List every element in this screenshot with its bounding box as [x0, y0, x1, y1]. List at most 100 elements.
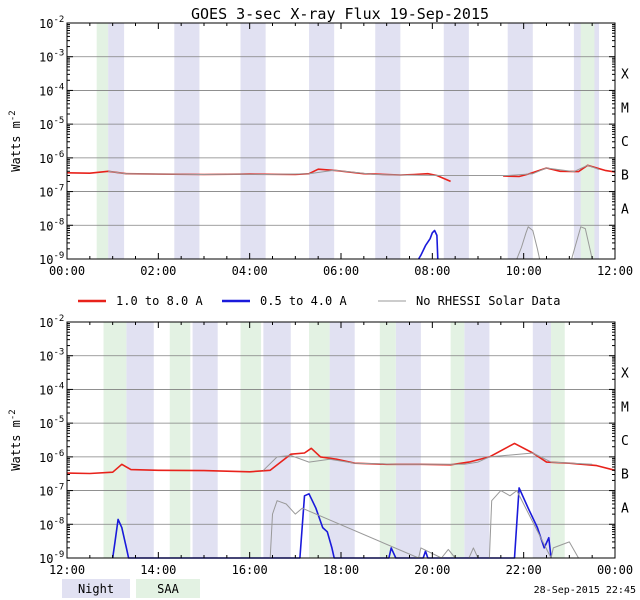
top-x-tick-label-0: 00:00 — [49, 264, 85, 278]
top-night-band-2 — [240, 23, 266, 259]
top-y-tick-exp-6: -8 — [53, 217, 64, 227]
top-panel-gridlines — [67, 56, 615, 226]
top-panel-y-axis-label: Watts m-2 — [8, 110, 23, 171]
bottom-y-tick-label-7: 10-9 — [39, 550, 64, 566]
top-y-tick-label-2: 10-4 — [39, 82, 64, 98]
bottom-x-tick-label-3: 18:00 — [323, 563, 359, 577]
bottom-series-line-0 — [66, 442, 616, 475]
bottom-y-tick-base-1: 10 — [39, 350, 53, 364]
top-y-tick-exp-1: -3 — [53, 49, 64, 59]
top-y-tick-label-6: 10-8 — [39, 217, 64, 233]
bottom-saa-band-2 — [240, 322, 262, 558]
top-panel: 10-210-310-410-510-610-710-810-9 00:00 02… — [8, 15, 633, 278]
top-y-tick-base-0: 10 — [39, 17, 53, 31]
top-y-tick-label-7: 10-9 — [39, 251, 64, 267]
bottom-panel-y-tick-labels: 10-210-310-410-510-610-710-810-9 — [39, 314, 64, 566]
bottom-y-tick-base-2: 10 — [39, 383, 53, 397]
bottom-y-tick-exp-2: -4 — [53, 381, 64, 391]
bottom-saa-band-0 — [103, 322, 127, 558]
bottom-y-tick-exp-0: -2 — [53, 314, 64, 324]
bottom-y-tick-label-4: 10-6 — [39, 449, 64, 465]
top-night-band-4 — [375, 23, 401, 259]
top-x-tick-label-6: 12:00 — [597, 264, 633, 278]
top-night-band-5 — [443, 23, 469, 259]
bottom-night-band-4 — [395, 322, 421, 558]
top-night-band-0 — [108, 23, 125, 259]
bottom-saa-band-1 — [169, 322, 191, 558]
top-panel-ticks — [66, 23, 616, 260]
top-y-label-exponent: -2 — [8, 110, 18, 121]
top-night-band-1 — [174, 23, 200, 259]
top-y-tick-label-0: 10-2 — [39, 15, 64, 31]
top-series-line-2 — [108, 164, 600, 176]
bottom-y-tick-base-3: 10 — [39, 417, 53, 431]
band-legend: Night SAA — [62, 579, 200, 598]
top-saa-band-1 — [580, 23, 595, 259]
top-series-line-3 — [417, 229, 439, 260]
top-y-tick-exp-0: -2 — [53, 15, 64, 25]
bottom-series-line-1 — [263, 452, 593, 471]
bottom-x-tick-label-1: 14:00 — [140, 563, 176, 577]
bottom-night-band-2 — [263, 322, 291, 558]
generation-timestamp: 28-Sep-2015 22:45 — [534, 585, 636, 596]
bottom-saa-band-4 — [379, 322, 396, 558]
bottom-y-tick-exp-5: -7 — [53, 483, 64, 493]
bottom-y-label-text: Watts m — [9, 420, 23, 471]
top-y-tick-exp-2: -4 — [53, 82, 64, 92]
bottom-flare-class-C: C — [621, 434, 629, 449]
top-panel-flare-class-labels: X M C B A — [621, 68, 629, 218]
top-flare-class-A: A — [621, 202, 629, 217]
top-y-tick-base-2: 10 — [39, 84, 53, 98]
top-flare-class-C: C — [621, 135, 629, 150]
top-panel-x-tick-labels: 00:00 02:00 04:00 06:00 08:00 10:00 12:00 — [49, 264, 633, 278]
top-flare-class-B: B — [621, 169, 629, 184]
bottom-y-tick-base-7: 10 — [39, 552, 53, 566]
bottom-y-tick-base-5: 10 — [39, 485, 53, 499]
top-flare-class-M: M — [621, 101, 629, 116]
top-y-label-text: Watts m — [9, 121, 23, 172]
bottom-panel-flare-class-labels: X M C B A — [621, 367, 629, 517]
top-x-tick-label-3: 06:00 — [323, 264, 359, 278]
bottom-flare-class-A: A — [621, 501, 629, 516]
bottom-y-tick-label-6: 10-8 — [39, 516, 64, 532]
top-y-tick-base-3: 10 — [39, 118, 53, 132]
bottom-saa-band-6 — [551, 322, 565, 558]
top-y-tick-exp-7: -9 — [53, 251, 64, 261]
bottom-y-tick-base-0: 10 — [39, 316, 53, 330]
bottom-y-tick-label-3: 10-5 — [39, 415, 64, 431]
bottom-flare-class-B: B — [621, 468, 629, 483]
bottom-panel-gridlines — [67, 355, 615, 525]
top-y-tick-base-7: 10 — [39, 253, 53, 267]
top-series-line-1 — [503, 164, 616, 178]
bottom-x-tick-label-5: 22:00 — [506, 563, 542, 577]
top-y-tick-base-5: 10 — [39, 186, 53, 200]
top-y-tick-base-6: 10 — [39, 219, 53, 233]
bottom-y-tick-base-6: 10 — [39, 518, 53, 532]
chart-title: GOES 3-sec X-ray Flux 19-Sep-2015 — [191, 5, 489, 23]
top-y-tick-label-1: 10-3 — [39, 49, 64, 65]
saa-legend-swatch — [136, 579, 200, 598]
bottom-y-tick-exp-3: -5 — [53, 415, 64, 425]
saa-legend-label: SAA — [157, 582, 179, 596]
bottom-y-tick-label-2: 10-4 — [39, 381, 64, 397]
top-y-tick-exp-5: -7 — [53, 184, 64, 194]
top-x-tick-label-4: 08:00 — [414, 264, 450, 278]
bottom-y-tick-exp-7: -9 — [53, 550, 64, 560]
bottom-night-band-1 — [192, 322, 218, 558]
bottom-y-tick-base-4: 10 — [39, 451, 53, 465]
legend-label-long-channel: 1.0 to 8.0 A — [116, 294, 203, 308]
bottom-y-tick-exp-1: -3 — [53, 348, 64, 358]
bottom-panel: 10-210-310-410-510-610-710-810-9 12:00 14… — [8, 314, 633, 577]
night-legend-swatch — [62, 579, 130, 598]
top-y-tick-exp-3: -5 — [53, 116, 64, 126]
top-y-tick-label-3: 10-5 — [39, 116, 64, 132]
bottom-x-tick-label-6: 00:00 — [597, 563, 633, 577]
legend-label-short-channel: 0.5 to 4.0 A — [260, 294, 347, 308]
top-panel-bands — [96, 23, 600, 259]
series-legend: 1.0 to 8.0 A 0.5 to 4.0 A No RHESSI Sola… — [78, 294, 561, 308]
bottom-saa-band-5 — [450, 322, 465, 558]
bottom-y-tick-label-1: 10-3 — [39, 348, 64, 364]
top-y-tick-exp-4: -6 — [53, 150, 64, 160]
bottom-panel-x-tick-labels: 12:00 14:00 16:00 18:00 20:00 22:00 00:00 — [49, 563, 633, 577]
